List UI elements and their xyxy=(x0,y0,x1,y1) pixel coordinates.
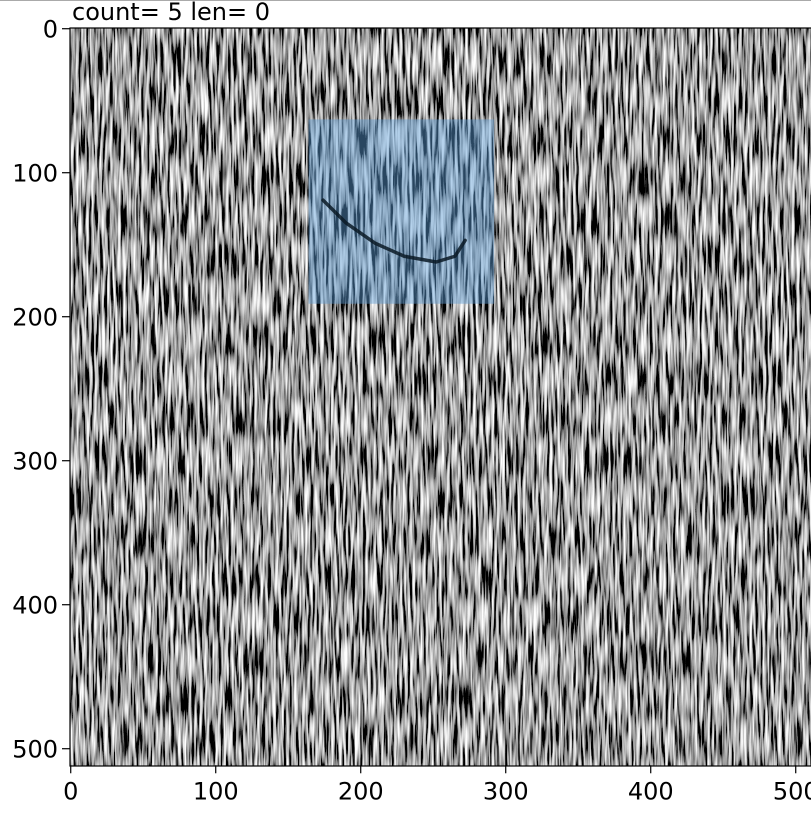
x-tick-label: 200 xyxy=(338,777,384,805)
noise-image xyxy=(70,28,811,766)
x-tick-label: 100 xyxy=(193,777,239,805)
status-text: count= 5 len= 0 xyxy=(72,0,270,26)
y-tick-label: 500 xyxy=(12,736,58,764)
x-tick-label: 400 xyxy=(628,777,674,805)
y-tick-label: 200 xyxy=(12,304,58,332)
x-tick-label: 300 xyxy=(483,777,529,805)
drawn-curve xyxy=(321,198,467,264)
x-tick-label: 0 xyxy=(63,777,78,805)
y-tick-label: 0 xyxy=(43,16,58,44)
image-area xyxy=(70,28,811,766)
y-tick-label: 100 xyxy=(12,160,58,188)
y-tick-label: 400 xyxy=(12,592,58,620)
x-tick-label: 500 xyxy=(773,777,811,805)
selection-rect xyxy=(308,119,495,304)
axes-frame xyxy=(69,27,811,767)
y-tick-label: 300 xyxy=(12,448,58,476)
